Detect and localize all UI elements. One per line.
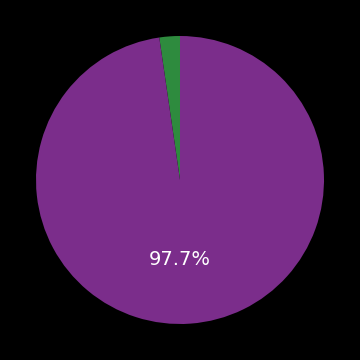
Wedge shape	[36, 36, 324, 324]
Text: 97.7%: 97.7%	[149, 250, 211, 269]
Wedge shape	[159, 36, 180, 180]
